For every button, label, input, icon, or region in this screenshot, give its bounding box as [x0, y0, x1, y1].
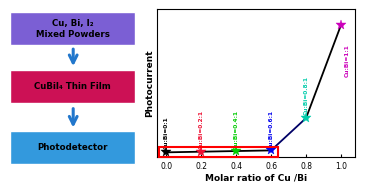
Bar [159, 147, 278, 157]
Text: Photodetector: Photodetector [37, 143, 108, 152]
Text: Cu, Bi, I₂
Mixed Powders: Cu, Bi, I₂ Mixed Powders [36, 19, 109, 39]
Text: Cu:Bi=0.6:1: Cu:Bi=0.6:1 [269, 110, 273, 149]
FancyBboxPatch shape [10, 12, 135, 45]
Y-axis label: Photocurrent: Photocurrent [146, 49, 154, 117]
Text: Cu:Bi=0.4:1: Cu:Bi=0.4:1 [234, 110, 239, 149]
Text: Cu:Bi=0.8:1: Cu:Bi=0.8:1 [303, 76, 309, 115]
Text: Cu:Bi=0.2:1: Cu:Bi=0.2:1 [199, 110, 203, 149]
FancyBboxPatch shape [10, 70, 135, 103]
FancyBboxPatch shape [10, 131, 135, 164]
Text: Cu:Bi=1:1: Cu:Bi=1:1 [344, 44, 350, 77]
Text: CuBiI₄ Thin Film: CuBiI₄ Thin Film [34, 82, 111, 91]
X-axis label: Molar ratio of Cu /Bi: Molar ratio of Cu /Bi [205, 174, 307, 183]
Text: Cu:Bi=0:1: Cu:Bi=0:1 [164, 116, 169, 149]
